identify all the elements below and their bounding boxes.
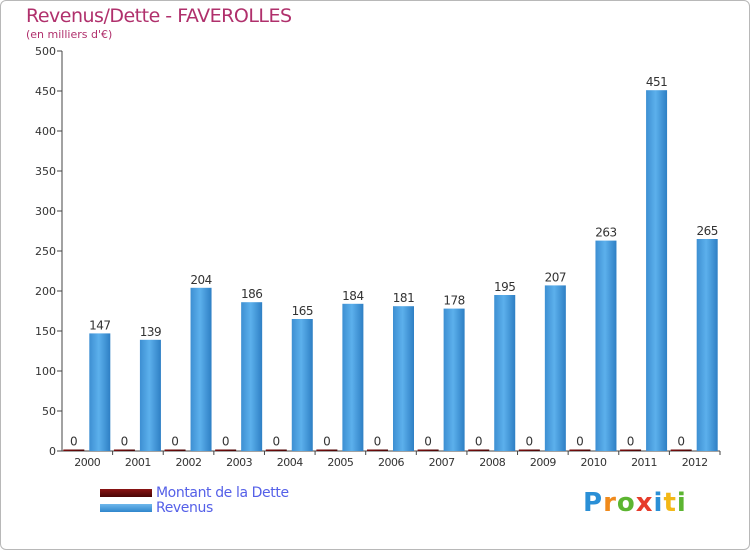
data-label-dette: 0 <box>374 435 382 449</box>
bar-revenus <box>139 339 161 451</box>
legend-label-dette: Montant de la Dette <box>156 484 289 501</box>
bar-revenus <box>544 285 566 451</box>
logo-letter: o <box>616 488 636 518</box>
y-tick-label: 300 <box>35 205 56 218</box>
bar-revenus <box>494 295 516 451</box>
bar-dette <box>468 449 490 451</box>
data-label-revenus: 263 <box>595 226 616 240</box>
data-label-dette: 0 <box>222 435 230 449</box>
bar-dette <box>113 449 135 451</box>
data-label-dette: 0 <box>171 435 179 449</box>
data-label-revenus: 186 <box>241 287 262 301</box>
x-tick-label: 2009 <box>530 456 556 469</box>
bar-revenus <box>393 306 414 451</box>
logo-letter: i <box>653 488 664 518</box>
chart-subtitle: (en milliers d'€) <box>26 28 113 41</box>
data-label-dette: 0 <box>627 435 635 449</box>
y-tick-label: 0 <box>49 445 56 458</box>
data-label-dette: 0 <box>677 435 685 449</box>
legend: Montant de la Dette Revenus <box>100 484 289 516</box>
x-tick-label: 2006 <box>378 456 404 469</box>
y-tick-label: 450 <box>35 85 56 98</box>
data-label-dette: 0 <box>424 435 432 449</box>
bar-dette <box>569 449 591 451</box>
bar-dette <box>367 449 388 451</box>
y-tick-label: 150 <box>35 325 56 338</box>
y-tick-label: 100 <box>35 365 56 378</box>
logo-letter: i <box>676 488 687 518</box>
bar-dette <box>316 449 338 451</box>
data-label-revenus: 451 <box>646 75 667 89</box>
x-tick-label: 2011 <box>631 456 657 469</box>
x-tick-label: 2002 <box>176 456 202 469</box>
bar-dette <box>215 449 237 451</box>
proxiti-logo: Proxiti <box>583 488 687 518</box>
data-label-revenus: 195 <box>494 280 515 294</box>
x-tick-label: 2000 <box>74 456 100 469</box>
x-tick-label: 2004 <box>277 456 303 469</box>
data-label-dette: 0 <box>323 435 331 449</box>
data-label-dette: 0 <box>526 435 534 449</box>
bar-revenus <box>342 303 364 451</box>
chart-title: Revenus/Dette - FAVEROLLES <box>26 5 292 27</box>
bar-revenus <box>696 239 718 451</box>
data-label-revenus: 165 <box>292 304 313 318</box>
data-label-revenus: 139 <box>140 325 161 339</box>
x-tick-label: 2012 <box>682 456 708 469</box>
data-label-revenus: 184 <box>342 289 363 303</box>
bar-revenus <box>595 240 617 451</box>
x-tick-label: 2001 <box>125 456 151 469</box>
legend-label-revenus: Revenus <box>156 499 213 516</box>
legend-swatch-revenus <box>100 503 152 512</box>
bar-revenus <box>241 302 263 451</box>
logo-letter: P <box>583 488 604 518</box>
y-tick-label: 500 <box>35 45 56 58</box>
bar-dette <box>620 449 642 451</box>
bar-revenus <box>646 90 668 451</box>
data-label-dette: 0 <box>576 435 584 449</box>
bar-revenus <box>291 319 313 451</box>
x-tick-label: 2008 <box>479 456 505 469</box>
data-label-revenus: 178 <box>443 294 464 308</box>
x-tick-label: 2003 <box>226 456 252 469</box>
y-tick-label: 350 <box>35 165 56 178</box>
logo-letter: t <box>663 488 677 518</box>
bar-dette <box>164 449 186 451</box>
y-tick-label: 400 <box>35 125 56 138</box>
data-label-revenus: 265 <box>696 224 717 238</box>
x-tick-label: 2010 <box>580 456 606 469</box>
data-label-dette: 0 <box>272 435 280 449</box>
bar-revenus <box>89 333 111 451</box>
legend-item-revenus: Revenus <box>100 499 289 516</box>
bar-revenus <box>190 287 212 451</box>
bar-dette <box>63 449 85 451</box>
legend-item-dette: Montant de la Dette <box>100 484 289 501</box>
y-tick-label: 250 <box>35 245 56 258</box>
y-tick-label: 200 <box>35 285 56 298</box>
data-label-dette: 0 <box>121 435 129 449</box>
bar-dette <box>518 449 540 451</box>
logo-letter: x <box>635 488 654 518</box>
data-label-revenus: 147 <box>89 318 110 332</box>
legend-swatch-dette <box>100 488 152 497</box>
data-label-dette: 0 <box>475 435 483 449</box>
bar-dette <box>670 449 692 451</box>
x-tick-label: 2005 <box>327 456 353 469</box>
logo-letter: r <box>603 488 617 518</box>
bar-dette <box>265 449 287 451</box>
data-label-dette: 0 <box>70 435 78 449</box>
bar-revenus <box>443 308 465 451</box>
data-label-revenus: 207 <box>545 270 566 284</box>
x-tick-label: 2007 <box>429 456 455 469</box>
data-label-revenus: 181 <box>393 291 414 305</box>
bar-dette <box>417 449 439 451</box>
y-tick-label: 50 <box>42 405 56 418</box>
data-label-revenus: 204 <box>190 273 211 287</box>
